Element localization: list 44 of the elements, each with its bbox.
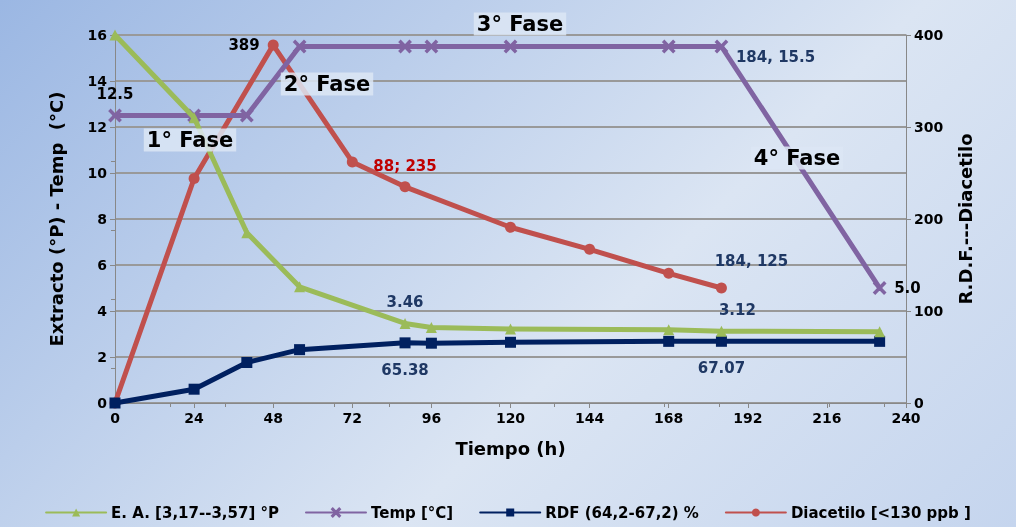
data-label: 389 [228, 36, 260, 55]
legend-label: E. A. [3,17--3,57] °P [111, 503, 279, 522]
annotation: 1° Fase [146, 128, 234, 152]
y2-tick-label: 400 [914, 27, 944, 43]
x-tick-label: 24 [184, 410, 205, 426]
legend-label: Diacetilo [<130 ppb ] [790, 503, 971, 522]
data-label: 3.12 [718, 301, 756, 320]
y-tick-label: 10 [87, 165, 108, 181]
y-tick-label: 6 [97, 257, 107, 273]
data-label: 5.0 [894, 279, 921, 297]
x-tick-label: 168 [654, 410, 684, 426]
x-axis-title: Tiempo (h) [455, 437, 566, 459]
y2-tick-label: 200 [914, 211, 944, 227]
x-tick-label: 48 [263, 410, 283, 426]
x-tick-label: 72 [342, 410, 363, 426]
y2-axis-title: R.D.F.---Diacetilo [954, 133, 976, 305]
legend-label: Temp [°C] [370, 503, 454, 522]
y-tick-label: 2 [97, 349, 107, 365]
annotation: 2° Fase [283, 72, 371, 96]
annotation: 3° Fase [476, 12, 564, 36]
x-tick-label: 120 [495, 410, 526, 426]
y-tick-label: 16 [87, 27, 107, 43]
y-tick-label: 0 [97, 395, 108, 411]
x-tick-label: 192 [733, 410, 763, 426]
y2-tick-label: 300 [914, 119, 944, 135]
y2-tick-label: 100 [914, 303, 944, 319]
y-axis-title: Extracto (°P) - Temp (°C) [45, 91, 67, 347]
annotation: 4° Fase [753, 146, 841, 170]
x-tick-label: 144 [574, 410, 605, 426]
x-tick-label: 0 [110, 410, 121, 426]
y-tick-label: 8 [97, 211, 107, 227]
legend-label: RDF (64,2-67,2) % [545, 503, 699, 522]
y-tick-label: 4 [97, 303, 108, 319]
x-tick-label: 240 [891, 410, 921, 426]
y2-tick-label: 0 [914, 395, 924, 411]
y-tick-label: 12 [87, 119, 107, 135]
data-label: 3.46 [386, 293, 424, 312]
data-label: 184, 15.5 [735, 47, 816, 66]
data-label: 65.38 [381, 360, 429, 379]
x-tick-label: 216 [812, 410, 842, 426]
data-label: 184, 125 [714, 252, 789, 270]
x-tick-label: 96 [421, 410, 442, 426]
data-label: 67.07 [697, 359, 746, 378]
data-label: 88; 235 [373, 156, 437, 175]
